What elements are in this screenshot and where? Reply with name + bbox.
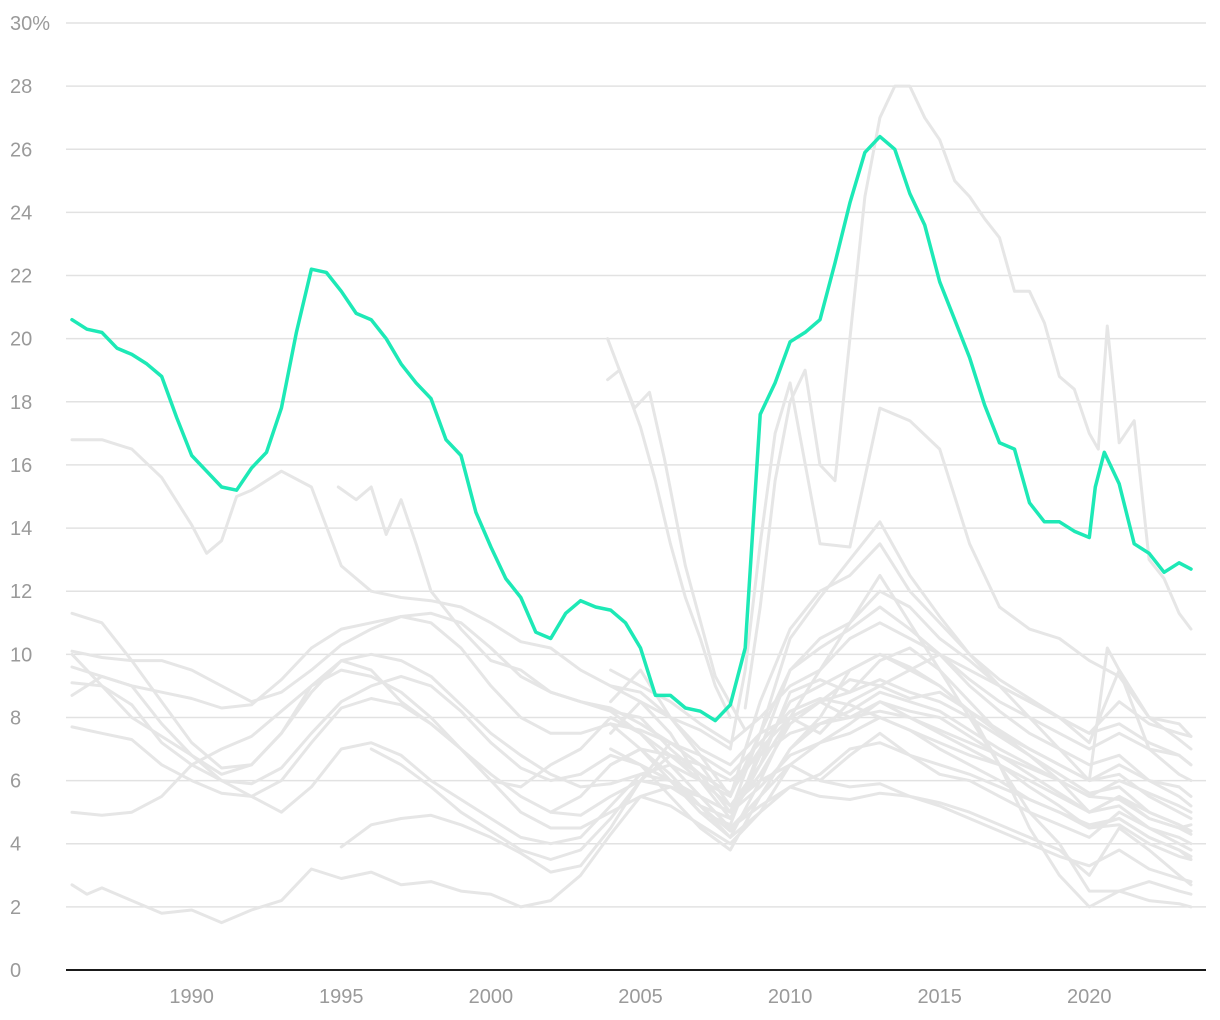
x-axis-tick-labels: 1990 1995 2000 2005 2010 2015 2020 [169,986,1111,1008]
highlight-series-line [70,134,1193,723]
background-series-line [70,785,1193,925]
y-tick-label: 2 [10,897,21,919]
y-tick-label: 28 [10,76,32,98]
background-series-lines [70,84,1193,925]
y-gridlines [66,22,1206,908]
y-tick-label: 18 [10,392,32,414]
y-tick-label: 20 [10,329,32,351]
background-series-line [609,652,1193,767]
y-tick-label: 6 [10,771,21,793]
x-tick-label: 1990 [169,986,214,1008]
background-series-line [639,652,1193,909]
y-tick-label: 4 [10,834,21,856]
background-series-line [549,573,1193,909]
y-tick-label: 14 [10,518,32,540]
x-tick-label: 2015 [917,986,962,1008]
y-tick-label: 16 [10,455,32,477]
background-series-line [609,741,1193,861]
y-tick-label: 8 [10,707,21,729]
y-tick-label: 10 [10,644,32,666]
y-tick-label: 0 [10,960,21,982]
background-series-line [609,678,1193,808]
y-tick-label: 26 [10,139,32,161]
background-series-line [609,589,1193,798]
background-series-line [609,709,1193,814]
y-tick-label: 12 [10,581,32,603]
background-series-line [70,681,1193,861]
background-series-line [606,368,747,732]
highlight-series-line-group [70,134,1193,723]
background-series-line [609,621,1193,745]
x-tick-label: 2000 [469,986,514,1008]
x-tick-label: 2010 [768,986,813,1008]
x-tick-label: 1995 [319,986,364,1008]
background-series-line [743,84,1193,710]
background-series-line [728,381,1193,751]
y-tick-label: 24 [10,202,32,224]
background-series-line [609,697,1193,833]
x-tick-label: 2020 [1067,986,1112,1008]
y-tick-label: 30% [10,13,50,35]
x-tick-label: 2005 [618,986,663,1008]
y-tick-label: 22 [10,266,32,288]
